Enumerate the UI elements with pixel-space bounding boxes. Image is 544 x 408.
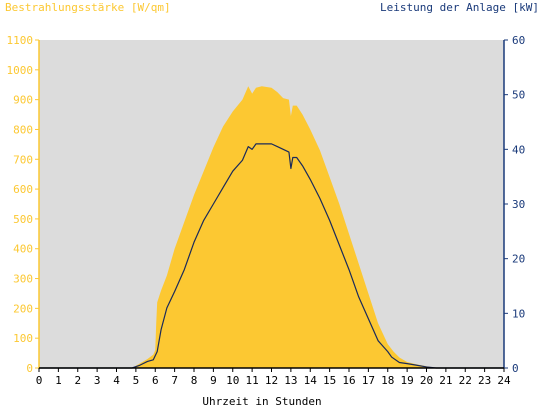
x-tick-label: 18 bbox=[381, 374, 394, 387]
left-tick-label: 1000 bbox=[7, 64, 34, 77]
x-tick-label: 9 bbox=[210, 374, 217, 387]
left-tick-label: 400 bbox=[13, 243, 33, 256]
x-tick-label: 13 bbox=[284, 374, 297, 387]
right-tick-label: 50 bbox=[512, 89, 525, 102]
series-layer bbox=[39, 86, 504, 369]
axes-layer: 0100200300400500600700800900100011000102… bbox=[7, 34, 526, 387]
left-axis-title: Bestrahlungsstärke [W/qm] bbox=[5, 1, 171, 14]
left-tick-label: 300 bbox=[13, 273, 33, 286]
left-tick-label: 100 bbox=[13, 332, 33, 345]
right-tick-label: 60 bbox=[512, 34, 525, 47]
x-tick-label: 22 bbox=[459, 374, 472, 387]
irradiance-area bbox=[39, 86, 504, 368]
right-tick-label: 20 bbox=[512, 253, 525, 266]
x-tick-label: 8 bbox=[191, 374, 198, 387]
left-tick-label: 1100 bbox=[7, 34, 34, 47]
x-tick-label: 10 bbox=[226, 374, 239, 387]
left-tick-label: 900 bbox=[13, 94, 33, 107]
x-tick-label: 7 bbox=[171, 374, 178, 387]
x-tick-label: 0 bbox=[36, 374, 43, 387]
left-tick-label: 500 bbox=[13, 213, 33, 226]
x-axis-title: Uhrzeit in Stunden bbox=[202, 395, 321, 408]
x-tick-label: 14 bbox=[304, 374, 318, 387]
x-tick-label: 1 bbox=[55, 374, 62, 387]
x-tick-label: 16 bbox=[342, 374, 355, 387]
power-line bbox=[39, 143, 504, 369]
right-tick-label: 10 bbox=[512, 307, 525, 320]
left-tick-label: 600 bbox=[13, 183, 33, 196]
x-tick-label: 23 bbox=[478, 374, 491, 387]
left-tick-label: 0 bbox=[26, 362, 33, 375]
x-tick-label: 6 bbox=[152, 374, 159, 387]
x-tick-label: 12 bbox=[265, 374, 278, 387]
x-tick-label: 20 bbox=[420, 374, 433, 387]
x-tick-label: 3 bbox=[94, 374, 101, 387]
x-tick-label: 21 bbox=[439, 374, 452, 387]
right-axis-title: Leistung der Anlage [kW] bbox=[380, 1, 539, 14]
x-tick-label: 4 bbox=[113, 374, 120, 387]
x-tick-label: 24 bbox=[497, 374, 511, 387]
x-tick-label: 11 bbox=[246, 374, 259, 387]
x-tick-label: 5 bbox=[133, 374, 140, 387]
right-tick-label: 0 bbox=[512, 362, 519, 375]
x-tick-label: 15 bbox=[323, 374, 336, 387]
right-tick-label: 30 bbox=[512, 198, 525, 211]
left-tick-label: 200 bbox=[13, 302, 33, 315]
x-tick-label: 2 bbox=[74, 374, 81, 387]
right-tick-label: 40 bbox=[512, 143, 525, 156]
x-tick-label: 17 bbox=[362, 374, 375, 387]
x-tick-label: 19 bbox=[401, 374, 414, 387]
left-tick-label: 700 bbox=[13, 153, 33, 166]
left-tick-label: 800 bbox=[13, 123, 33, 136]
